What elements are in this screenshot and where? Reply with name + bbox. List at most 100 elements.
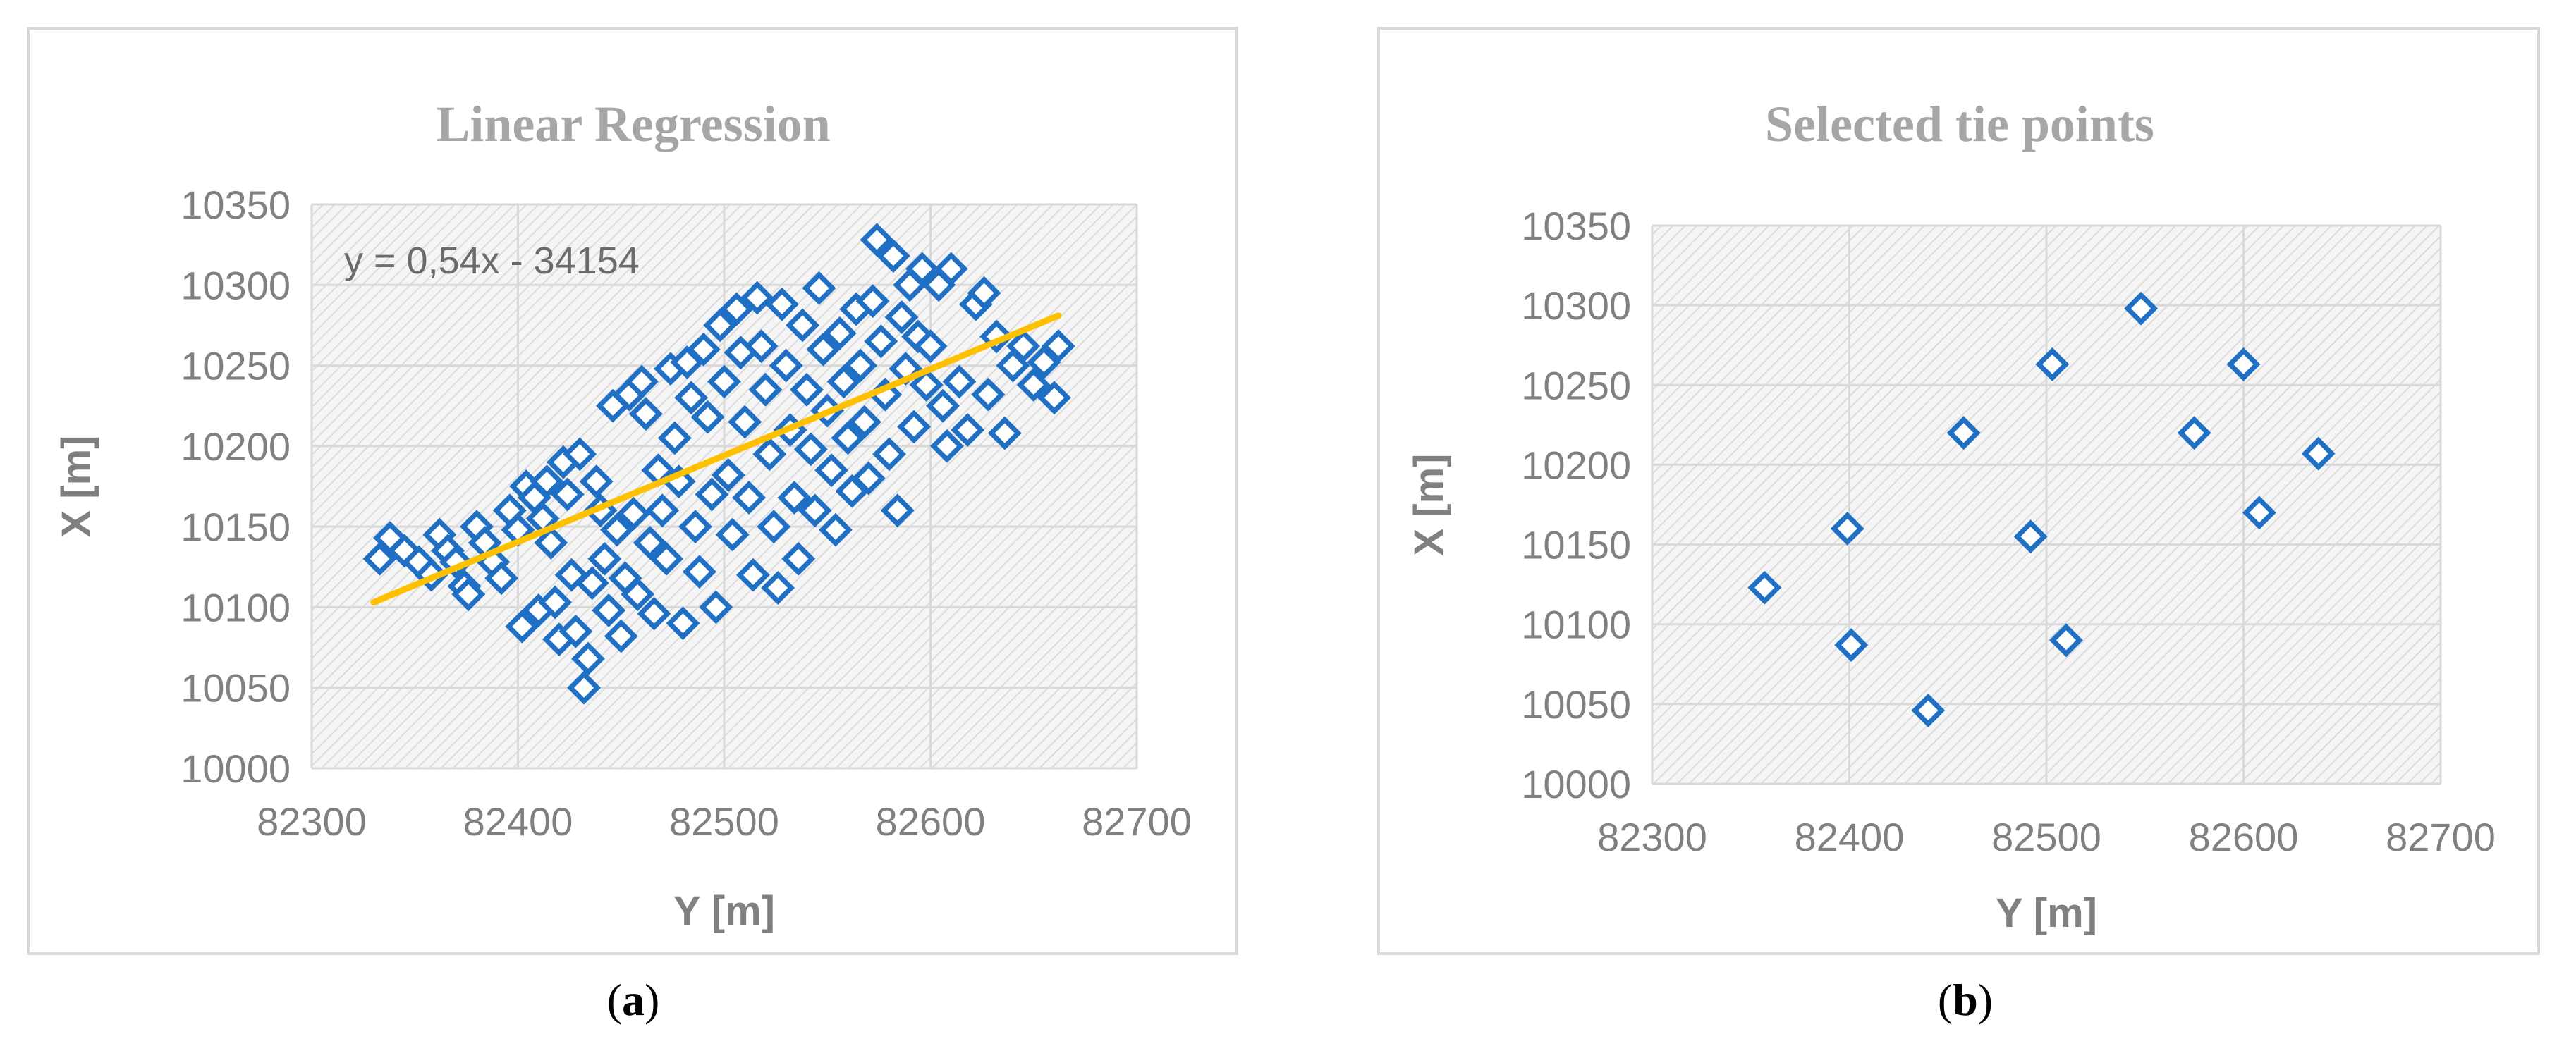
y-tick-label: 10200 [1521,443,1631,487]
y-tick-label: 10100 [1521,603,1631,647]
x-axis-title: Y [m] [673,888,775,934]
data-point-marker [571,641,605,676]
data-point-marker [822,316,857,350]
data-point-marker [719,292,754,326]
data-point-marker [2035,347,2070,381]
data-point-marker [769,348,803,383]
data-point-marker [550,477,585,512]
data-point-marker [860,223,894,257]
data-point-marker [736,558,770,592]
data-point-marker [880,493,915,528]
data-point-marker [628,397,663,431]
panel-b: Selected tie points 10000 10050 10100 10150… [1288,0,2576,1046]
y-tick-label: 10100 [181,585,291,629]
data-point-marker [1041,329,1075,364]
data-point-marker [587,541,622,576]
y-tick-label: 10200 [181,424,291,469]
data-point-marker [851,461,886,496]
x-tick-label: 82400 [1795,815,1905,859]
data-point-marker [1834,628,1869,663]
data-point-marker [1911,693,1946,727]
caption-close: ) [645,975,659,1025]
data-point-marker [872,437,906,472]
data-point-marker [2049,623,2083,658]
data-point-marker [1946,416,1981,450]
trendline-equation: y = 0,54x - 34154 [344,240,640,282]
data-point-marker [599,512,634,547]
data-point-marker [740,281,774,315]
data-point-marker [711,458,745,492]
data-point-marker [2124,291,2159,326]
data-point-marker [843,348,877,383]
data-point-marker [563,437,597,472]
data-point-marker [625,364,659,399]
data-point-marker [951,413,985,447]
y-tick-label: 10350 [181,183,291,227]
data-point-marker [1037,381,1071,415]
chart-title: Linear Regression [436,96,830,152]
caption-letter: b [1953,975,1978,1025]
caption-close: ) [1978,975,1993,1025]
data-point-marker [967,276,1001,310]
data-points [362,223,1075,705]
data-point-marker [2177,416,2211,450]
grid-lines [1651,224,2442,785]
data-point-marker [715,517,750,552]
caption-open: ( [607,975,622,1025]
data-point-marker [2301,436,2336,471]
data-point-marker [707,364,741,399]
data-point-marker [744,329,779,364]
data-point-marker [786,308,820,343]
x-tick-label: 82400 [463,799,573,844]
data-point-marker [793,432,828,467]
y-tick-label: 10050 [1521,682,1631,727]
data-point-marker [748,372,783,407]
x-tick-label: 82500 [669,799,779,844]
x-tick-label: 82600 [2189,815,2299,859]
x-tick-label: 82700 [1082,799,1192,844]
data-point-marker [567,670,602,705]
data-point-marker [657,421,692,455]
x-tick-label: 82700 [2386,815,2496,859]
data-point-marker [538,585,573,620]
data-points [1747,291,2336,727]
sub-caption-b: (b) [1938,975,1993,1025]
data-point-marker [847,405,881,439]
data-point-marker [987,416,1022,450]
chart-b: Selected tie points 10000 10050 10100 10150… [1377,27,2540,1025]
y-tick-label: 10250 [1521,363,1631,407]
data-point-marker [362,541,397,576]
data-point-marker [649,541,684,576]
data-point-marker [1027,345,1061,379]
y-tick-label: 10000 [181,746,291,791]
data-point-marker [1747,570,1782,605]
x-tick-labels: 82300 82400 82500 82600 82700 [257,799,1192,844]
caption-open: ( [1938,975,1953,1025]
data-point-marker [1016,368,1051,402]
data-point-marker [831,421,865,455]
data-point-marker [2242,496,2276,530]
data-point-marker [633,526,667,560]
data-point-marker [666,606,700,641]
y-tick-label: 10350 [1521,204,1631,248]
data-point-marker [579,464,614,499]
x-tick-label: 82600 [876,799,986,844]
data-point-marker [752,437,787,472]
caption-letter: a [622,975,645,1025]
y-axis-title: X [m] [1406,454,1452,556]
data-point-marker [732,481,767,515]
data-point-marker [929,429,964,463]
data-point-marker [1006,329,1041,364]
y-tick-label: 10300 [1521,283,1631,328]
data-point-marker [1830,511,1864,546]
data-point-marker [484,561,519,596]
y-tick-label: 10050 [181,666,291,710]
data-point-marker [534,526,568,560]
data-point-marker [855,284,890,319]
data-point-marker [790,372,824,407]
data-point-marker [913,329,948,364]
data-point-marker [777,481,812,515]
data-point-marker [695,477,729,512]
data-point-marker [678,510,712,544]
data-point-marker [876,239,910,273]
